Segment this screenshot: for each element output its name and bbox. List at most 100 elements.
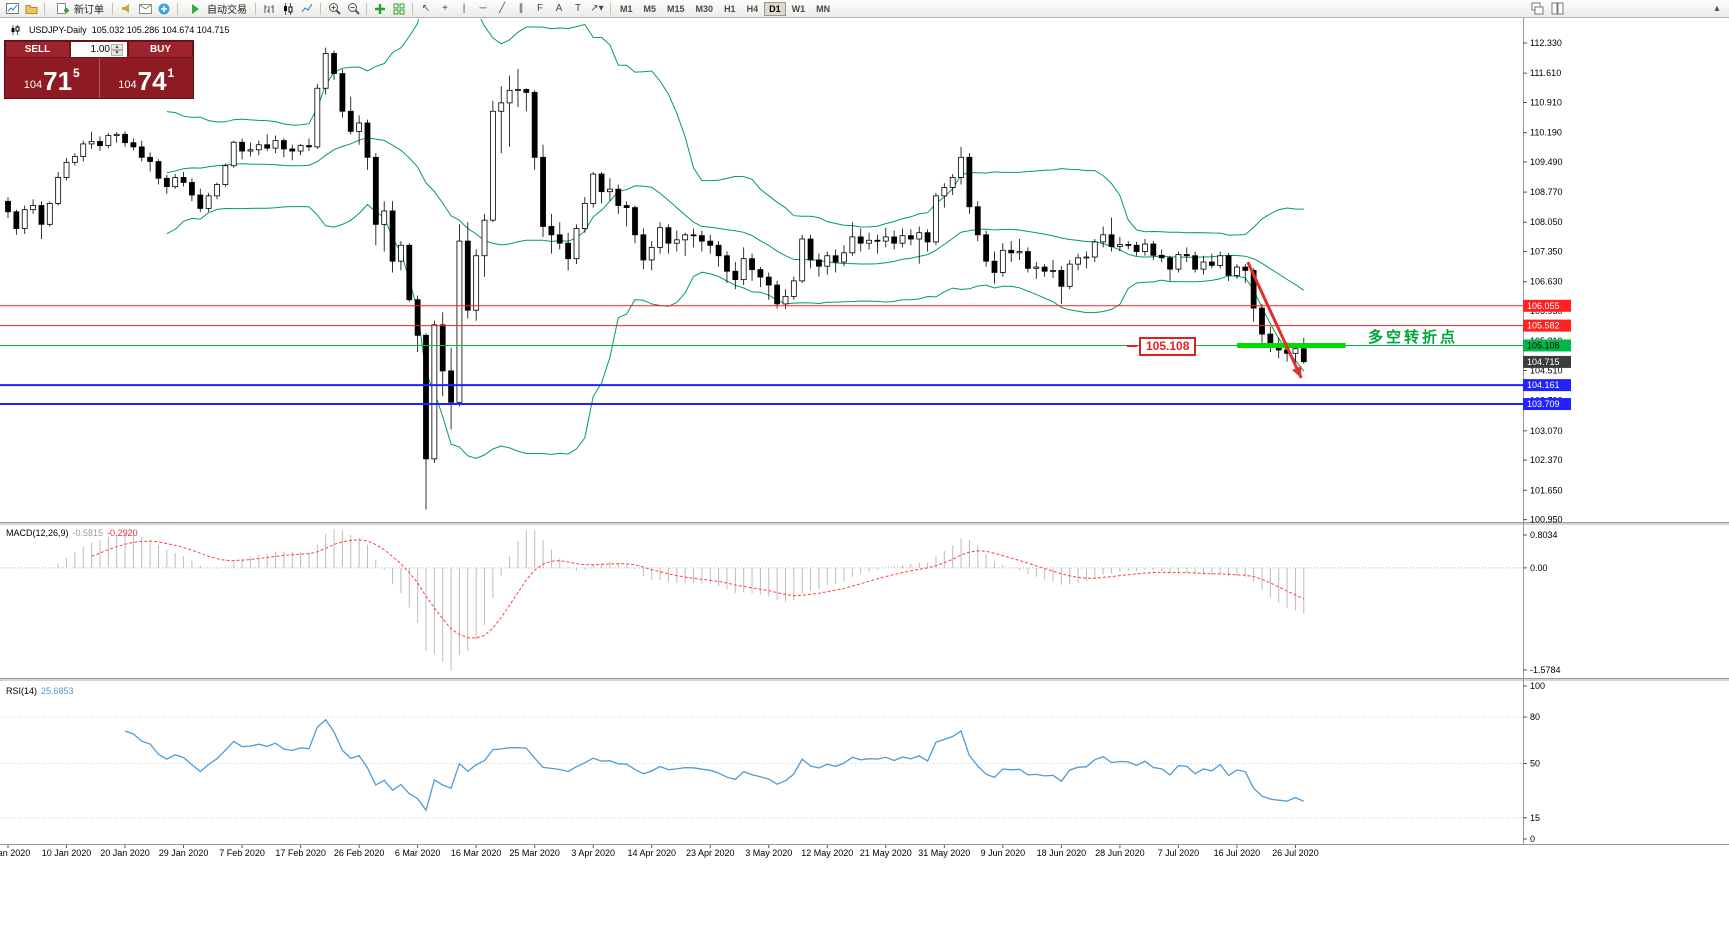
sell-button[interactable]: SELL — [5, 41, 70, 58]
sell-price-point: 5 — [73, 66, 80, 80]
trend-arrow-head — [1292, 365, 1302, 379]
chart-objects[interactable] — [1236, 261, 1346, 379]
new-chart-icon[interactable] — [3, 1, 21, 16]
toolbar: 新订单 自动交易 ↖ + | ─ ╱ ∥ F A T ↗▾ M1 M5 M15 … — [0, 0, 1729, 18]
svg-text:17 Feb 2020: 17 Feb 2020 — [275, 848, 326, 858]
svg-text:111.610: 111.610 — [1530, 68, 1561, 78]
timeframe-m15[interactable]: M15 — [667, 3, 685, 14]
timeframe-w1[interactable]: W1 — [791, 3, 806, 14]
timeframe-h4[interactable]: H4 — [746, 3, 759, 14]
buy-button[interactable]: BUY — [128, 41, 193, 58]
crosshair-icon[interactable]: + — [442, 3, 448, 14]
line-chart-icon[interactable] — [298, 1, 316, 16]
channel-icon[interactable]: ∥ — [518, 3, 524, 14]
svg-text:108.050: 108.050 — [1530, 217, 1563, 227]
alerts-icon[interactable] — [117, 1, 135, 16]
mailbox-icon[interactable] — [136, 1, 154, 16]
price-axis[interactable]: 112.330 111.610 110.910 110.190 109.490 108.7… — [1523, 38, 1563, 525]
svg-text:18 Jun 2020: 18 Jun 2020 — [1037, 848, 1087, 858]
toolbar-separator — [320, 2, 321, 15]
price-lines[interactable]: 106.055 105.582 105.108 104.161 103.709 104.7… — [0, 299, 1571, 411]
horizontal-line-icon[interactable]: ─ — [479, 3, 487, 14]
svg-text:16 Mar 2020: 16 Mar 2020 — [451, 848, 502, 858]
indicators-icon[interactable] — [371, 1, 389, 16]
buy-price-figure: 104 — [118, 79, 137, 91]
one-click-trading-panel: SELL ▲ ▼ BUY 104 71 5 104 74 1 — [4, 40, 194, 99]
svg-text:29 Jan 2020: 29 Jan 2020 — [159, 848, 209, 858]
macd-value-signal: -0.2920 — [107, 528, 138, 538]
macd-pane — [0, 529, 1523, 671]
candlesticks — [5, 47, 1307, 510]
templates-icon[interactable] — [390, 1, 408, 16]
timeframe-m30[interactable]: M30 — [695, 3, 714, 14]
new-order-button[interactable]: 新订单 — [49, 1, 108, 16]
svg-text:107.350: 107.350 — [1530, 247, 1563, 257]
trend-arrow — [1246, 261, 1303, 379]
lot-decrease-button[interactable]: ▼ — [111, 49, 123, 56]
svg-text:20 Jan 2020: 20 Jan 2020 — [100, 848, 150, 858]
buy-price-pips: 74 — [137, 66, 167, 96]
rsi-pane — [0, 716, 1523, 819]
svg-text:105.108: 105.108 — [1527, 340, 1560, 350]
cascade-windows-icon[interactable] — [1528, 1, 1546, 16]
lot-size-input[interactable] — [71, 44, 111, 55]
toolbar-scroll-icon[interactable]: ▴ — [1714, 3, 1720, 14]
autotrading-button[interactable]: 自动交易 — [182, 1, 251, 16]
svg-text:3 May 2020: 3 May 2020 — [745, 848, 792, 858]
svg-text:0.8034: 0.8034 — [1530, 530, 1558, 540]
rsi-label: RSI(14) 25.6853 — [6, 686, 74, 696]
buy-price[interactable]: 104 74 1 — [100, 58, 194, 98]
svg-text:7 Feb 2020: 7 Feb 2020 — [219, 848, 265, 858]
svg-text:106.630: 106.630 — [1530, 277, 1563, 287]
zoom-out-icon[interactable] — [344, 1, 362, 16]
macd-axis[interactable]: 0.8034 0.00 -1.5784 — [1523, 530, 1561, 675]
svg-text:104.161: 104.161 — [1527, 380, 1560, 390]
svg-text:3 Apr 2020: 3 Apr 2020 — [571, 848, 615, 858]
label-icon[interactable]: T — [574, 3, 582, 14]
market-icon[interactable] — [155, 1, 173, 16]
bar-chart-icon[interactable] — [260, 1, 278, 16]
svg-text:15: 15 — [1530, 813, 1540, 823]
arrows-tool-icon[interactable]: ↗▾ — [590, 3, 604, 14]
rsi-axis[interactable]: 100 80 50 15 0 — [1523, 681, 1545, 844]
timeframe-m1[interactable]: M1 — [620, 3, 633, 14]
svg-text:0: 0 — [1530, 834, 1535, 844]
macd-name: MACD(12,26,9) — [6, 528, 69, 538]
toolbar-separator — [44, 2, 45, 15]
lot-size-box: ▲ ▼ — [70, 41, 128, 58]
text-icon[interactable]: A — [555, 3, 563, 14]
rsi-name: RSI(14) — [6, 686, 38, 696]
svg-text:100: 100 — [1530, 681, 1545, 691]
timeframe-m5[interactable]: M5 — [643, 3, 657, 14]
candlestick-chart-icon[interactable] — [279, 1, 297, 16]
svg-text:7 Jul 2020: 7 Jul 2020 — [1158, 848, 1200, 858]
svg-text:104.715: 104.715 — [1527, 357, 1560, 367]
cursor-icon[interactable]: ↖ — [421, 3, 431, 14]
chart-profiles-icon[interactable] — [22, 1, 40, 16]
svg-text:31 May 2020: 31 May 2020 — [918, 848, 970, 858]
timeframe-h1[interactable]: H1 — [724, 3, 736, 14]
svg-text:50: 50 — [1530, 759, 1540, 769]
turning-point-note[interactable]: 多空转折点 — [1368, 329, 1459, 346]
tile-windows-icon[interactable] — [1548, 1, 1566, 16]
pane-separators[interactable] — [0, 18, 1729, 845]
svg-text:6 Mar 2020: 6 Mar 2020 — [395, 848, 441, 858]
svg-text:25 Mar 2020: 25 Mar 2020 — [509, 848, 560, 858]
lot-increase-button[interactable]: ▲ — [111, 43, 123, 50]
autotrading-label: 自动交易 — [207, 5, 247, 16]
price-callout-box[interactable]: 105.108 — [1139, 337, 1197, 356]
svg-text:12 May 2020: 12 May 2020 — [801, 848, 853, 858]
svg-text:14 Apr 2020: 14 Apr 2020 — [627, 848, 676, 858]
svg-text:104.510: 104.510 — [1530, 366, 1563, 376]
svg-text:103.070: 103.070 — [1530, 426, 1563, 436]
sell-price[interactable]: 104 71 5 — [5, 58, 100, 98]
zoom-in-icon[interactable] — [325, 1, 343, 16]
time-axis[interactable]: 1 Jan 2020 10 Jan 2020 20 Jan 2020 29 Jan 2… — [0, 845, 1319, 858]
vertical-line-icon[interactable]: | — [462, 3, 466, 14]
timeframe-mn[interactable]: MN — [816, 3, 831, 14]
trendline-icon[interactable]: ╱ — [498, 3, 506, 14]
fibonacci-icon[interactable]: F — [536, 3, 544, 14]
timeframe-d1[interactable]: D1 — [764, 1, 786, 16]
